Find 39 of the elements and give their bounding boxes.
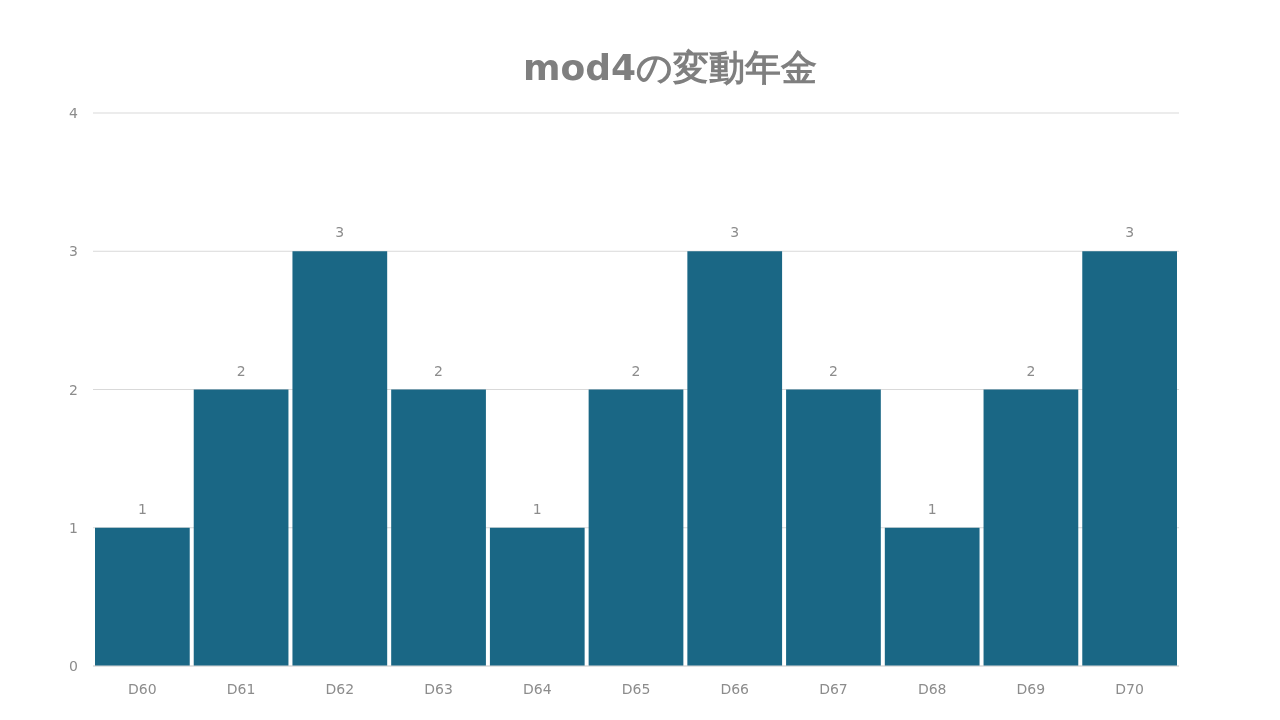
x-tick-label: D65 — [621, 681, 651, 697]
data-label: 1 — [137, 500, 147, 517]
bar — [391, 389, 486, 666]
x-tick-label: D69 — [1016, 681, 1046, 697]
data-label: 1 — [532, 500, 542, 517]
x-tick-label: D66 — [720, 681, 750, 697]
x-tick-label: D63 — [424, 681, 453, 697]
data-label: 3 — [730, 224, 740, 241]
data-label: 3 — [335, 224, 345, 241]
bar — [95, 527, 190, 666]
y-tick-label: 3 — [69, 243, 78, 260]
chart-title: mod4の変動年金 — [522, 47, 818, 88]
data-label: 2 — [631, 362, 641, 379]
bar — [588, 389, 684, 666]
bar — [687, 251, 783, 666]
bar — [884, 527, 980, 666]
x-tick-label: D62 — [325, 681, 355, 697]
data-label: 2 — [828, 362, 838, 379]
bar — [1082, 251, 1177, 666]
x-tick-label: D68 — [917, 681, 947, 697]
bar — [983, 389, 1079, 666]
x-tick-label: D70 — [1115, 681, 1144, 697]
data-label: 2 — [236, 362, 246, 379]
data-label: 1 — [927, 500, 937, 517]
data-label: 2 — [1026, 362, 1036, 379]
x-tick-label: D64 — [522, 681, 552, 697]
x-tick-label: D67 — [819, 681, 848, 697]
y-tick-label: 2 — [69, 381, 78, 398]
y-tick-label: 1 — [69, 519, 78, 536]
data-label: 2 — [434, 362, 444, 379]
bar — [292, 251, 388, 666]
y-tick-label: 0 — [69, 658, 78, 674]
bar — [489, 527, 585, 666]
data-label: 3 — [1125, 224, 1135, 241]
x-tick-label: D61 — [226, 681, 256, 697]
y-tick-label: 4 — [69, 105, 79, 121]
x-tick-label: D60 — [128, 681, 157, 697]
bar — [193, 389, 289, 666]
bar — [786, 389, 881, 666]
